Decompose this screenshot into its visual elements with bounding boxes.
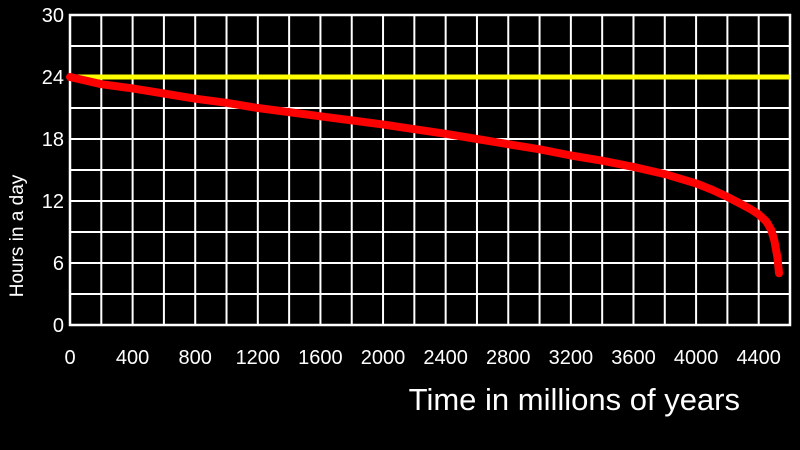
x-tick-label: 4000	[674, 347, 719, 369]
x-tick-label: 1600	[298, 347, 343, 369]
x-tick-label: 2800	[486, 347, 531, 369]
x-tick-label: 2400	[423, 347, 468, 369]
plot-frame	[68, 13, 792, 327]
y-tick-label: 12	[42, 191, 64, 213]
x-tick-label: 2000	[361, 347, 406, 369]
x-tick-label: 3600	[611, 347, 656, 369]
y-tick-label: 6	[53, 253, 64, 275]
x-tick-label: 0	[64, 347, 75, 369]
y-tick-label: 18	[42, 129, 64, 151]
y-tick-label: 24	[42, 67, 64, 89]
series-line	[66, 73, 783, 278]
x-tick-label: 4400	[736, 347, 781, 369]
y-tick-label: 0	[53, 315, 64, 337]
x-tick-labels: 0 400 800 1200 1600 2000 2400 2800 3200 3600 4000 4…	[64, 347, 781, 369]
y-tick-label: 30	[42, 5, 64, 27]
x-tick-label: 800	[179, 347, 212, 369]
y-axis-label: Hours in a day	[7, 174, 28, 297]
grid	[68, 13, 792, 327]
series-layer	[66, 73, 783, 278]
x-tick-label: 1200	[236, 347, 281, 369]
x-tick-label: 400	[116, 347, 149, 369]
x-axis-label: Time in millions of years	[409, 382, 740, 417]
x-tick-label: 3200	[549, 347, 594, 369]
y-tick-labels: 0 6 12 18 24 30	[42, 5, 64, 337]
